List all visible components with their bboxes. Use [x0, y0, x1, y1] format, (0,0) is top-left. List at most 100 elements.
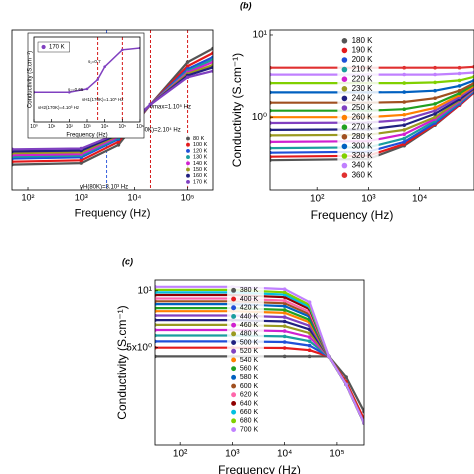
legend-marker — [186, 142, 190, 147]
legend-marker — [341, 95, 348, 102]
legend-marker — [231, 366, 237, 372]
data-point — [433, 80, 437, 85]
legend-marker — [341, 124, 348, 130]
legend-marker — [41, 44, 46, 50]
data-point — [402, 117, 407, 122]
legend-marker — [231, 287, 237, 293]
x-tick-label: 10³ — [225, 449, 240, 460]
legend-label: 580 K — [240, 374, 259, 381]
legend-label: 300 K — [352, 142, 374, 151]
x-axis-label: Frequency (Hz) — [218, 463, 301, 474]
legend-label: 620 K — [240, 392, 259, 399]
data-point — [155, 306, 157, 310]
legend-label: 170 K — [49, 45, 65, 51]
legend-marker — [341, 57, 348, 63]
data-point — [402, 112, 407, 117]
legend-label: 540 K — [240, 357, 259, 364]
legend-label: 280 K — [352, 132, 374, 141]
legend-marker — [231, 348, 237, 354]
legend-box — [37, 41, 70, 53]
data-point — [433, 115, 437, 119]
annotation: νH(80K)=2.10⁴ Hz — [132, 127, 181, 134]
legend-label: 680 K — [240, 418, 259, 425]
data-point — [307, 354, 312, 359]
legend-marker — [231, 322, 237, 328]
legend-marker — [186, 161, 190, 166]
data-point — [270, 81, 272, 85]
data-point — [12, 159, 14, 164]
x-tick-label: 10³ — [83, 124, 91, 130]
data-point — [79, 146, 84, 151]
legend-marker — [186, 155, 190, 160]
data-point — [457, 91, 462, 96]
x-tick-label: 10¹ — [48, 124, 56, 130]
data-point — [148, 102, 153, 107]
data-point — [185, 75, 190, 80]
data-point — [402, 65, 407, 70]
data-point — [282, 340, 287, 344]
data-point — [433, 96, 437, 101]
data-point — [433, 102, 437, 106]
data-point — [402, 123, 407, 127]
data-point — [211, 51, 213, 55]
data-point — [433, 111, 437, 116]
annotation: νH2(170K)=4.10³ Hz — [38, 105, 80, 110]
legend-label: 160 K — [193, 173, 208, 179]
x-tick-label: 10² — [173, 449, 188, 460]
legend-label: 380 K — [240, 287, 259, 294]
data-point — [433, 108, 437, 113]
legend-label: 80 K — [193, 136, 205, 142]
legend-label: 220 K — [352, 74, 374, 83]
data-point — [307, 339, 312, 344]
data-point — [270, 65, 272, 70]
data-point — [282, 308, 287, 312]
legend-label: 120 K — [193, 148, 208, 154]
legend-label: 250 K — [352, 103, 374, 112]
legend-marker — [231, 296, 237, 302]
data-point — [270, 72, 272, 77]
data-point — [270, 146, 272, 150]
y-tick-label: 10⁰ — [252, 112, 267, 123]
legend-marker — [341, 143, 348, 150]
legend-marker — [231, 314, 237, 319]
y-axis-label: Conductivity (S.cm⁻¹) — [230, 53, 244, 167]
legend-label: 210 K — [352, 65, 374, 74]
legend-label: 600 K — [240, 383, 259, 390]
data-point — [282, 324, 287, 328]
data-point — [85, 87, 89, 91]
legend-marker — [186, 179, 190, 184]
legend-label: 700 K — [240, 426, 259, 433]
data-point — [270, 121, 272, 125]
data-point — [457, 78, 462, 83]
legend-label: 140 K — [193, 161, 208, 167]
data-point — [155, 328, 157, 332]
data-point — [402, 136, 407, 141]
legend-marker — [231, 331, 237, 337]
legend-marker — [341, 134, 348, 140]
annotation: νmax=1.10⁵ Hz — [150, 104, 191, 111]
data-point — [270, 154, 272, 159]
data-point — [433, 72, 437, 77]
data-point — [211, 69, 213, 73]
data-point — [457, 88, 462, 93]
legend-marker — [231, 392, 237, 398]
data-point — [68, 90, 71, 94]
data-point — [155, 333, 157, 338]
data-point — [116, 143, 121, 147]
data-point — [103, 65, 106, 69]
panel: 10² 10³ 10⁴ 10⁵ 5x10⁰ 10¹ Frequency (Hz) Conduc… — [115, 256, 365, 474]
legend-marker — [186, 167, 190, 172]
data-point — [155, 323, 157, 327]
legend-label: 340 K — [352, 161, 374, 170]
data-point — [402, 72, 407, 77]
data-point — [307, 300, 312, 305]
y-axis-label: Conductivity (S.cm⁻¹) — [115, 305, 129, 419]
x-tick-label: 10³ — [361, 194, 376, 205]
data-point — [211, 46, 213, 51]
legend-marker — [341, 114, 348, 121]
x-tick-label: 10⁶ — [136, 124, 144, 130]
legend-marker — [341, 66, 348, 73]
x-tick-label: 10⁴ — [101, 124, 109, 130]
data-point — [185, 60, 190, 64]
legend-marker — [341, 162, 348, 169]
